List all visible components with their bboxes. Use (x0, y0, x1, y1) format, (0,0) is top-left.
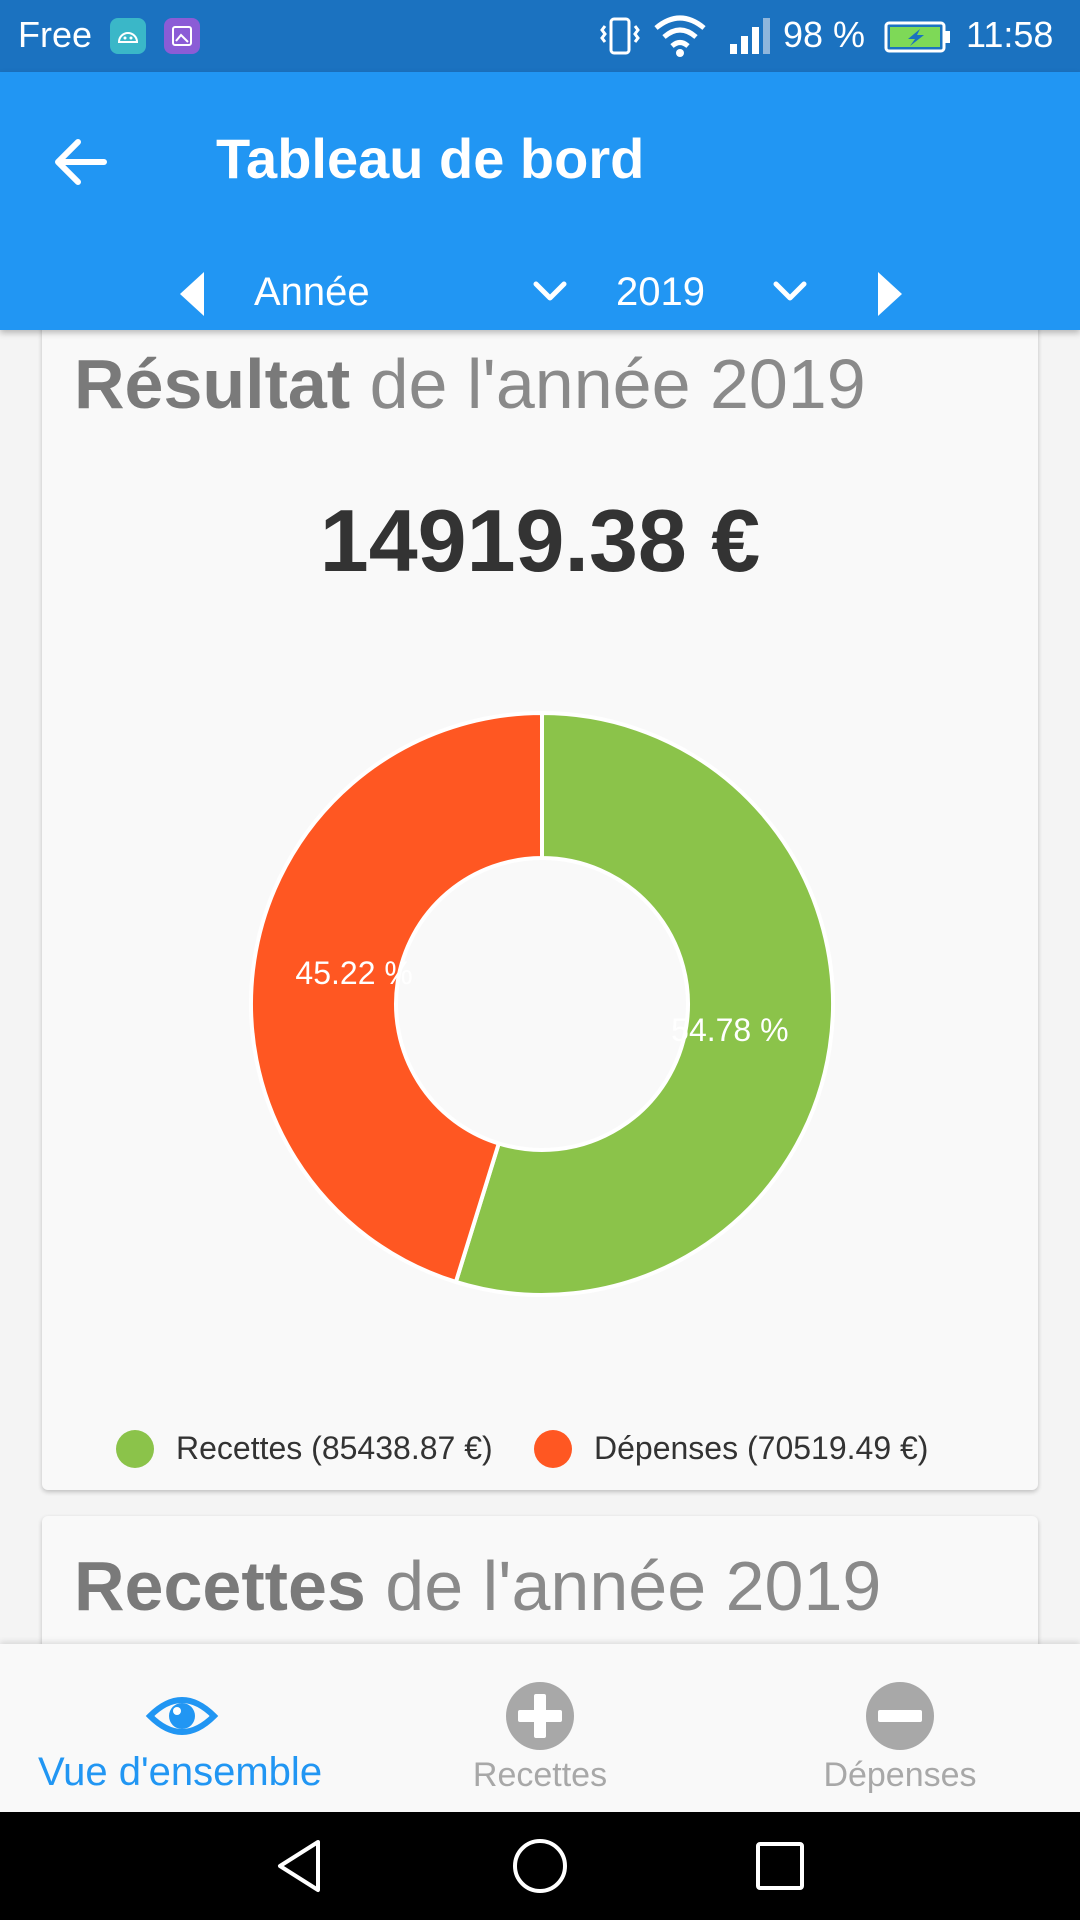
signal-icon (730, 18, 770, 54)
period-filter-row: Année 2019 (0, 262, 1080, 330)
back-triangle-icon[interactable] (270, 1836, 330, 1896)
tab-label: Vue d'ensemble (37, 1750, 323, 1794)
tab-recettes[interactable]: Recettes (360, 1644, 720, 1812)
clock: 11:58 (966, 14, 1054, 55)
recettes-card-title: Recettes de l'année 2019 (74, 1546, 881, 1626)
status-bar: Free 98 % 11:58 (0, 0, 1080, 72)
result-card-title: Résultat de l'année 2019 (74, 344, 866, 424)
period-type-dropdown[interactable]: Année (254, 262, 574, 326)
legend-label-recettes: Recettes (85438.87 €) (176, 1430, 493, 1466)
app-bar: Tableau de bord Année 2019 (0, 72, 1080, 330)
chevron-down-icon (773, 281, 807, 301)
page-title: Tableau de bord (216, 127, 645, 190)
vibrate-icon (600, 17, 640, 55)
carrier-name: Free (18, 14, 93, 55)
period-type-value: Année (254, 270, 370, 314)
year-dropdown[interactable]: 2019 (614, 262, 814, 326)
legend-label-depenses: Dépenses (70519.49 €) (594, 1430, 929, 1466)
tab-vue-ensemble[interactable]: Vue d'ensemble (0, 1644, 360, 1812)
result-title-bold: Résultat (74, 345, 351, 423)
caret-left-icon[interactable] (172, 264, 212, 324)
result-card: Résultat de l'année 2019 14919.38 € 54.7… (42, 320, 1038, 1490)
plus-circle-icon (506, 1682, 574, 1750)
tab-label: Recettes (472, 1756, 608, 1794)
battery-percent: 98 % (783, 14, 866, 55)
tab-label: Dépenses (823, 1756, 977, 1794)
recettes-title-rest: de l'année 2019 (365, 1547, 882, 1625)
slice-label-recettes: 54.78 % (671, 1012, 788, 1048)
gallery-notification-icon (164, 18, 200, 54)
recents-square-icon[interactable] (750, 1836, 810, 1896)
result-amount: 14919.38 € (319, 491, 761, 590)
tab-depenses[interactable]: Dépenses (720, 1644, 1080, 1812)
wifi-icon (654, 15, 706, 57)
slice-label-dpenses: 45.22 % (295, 955, 412, 991)
system-navigation-bar (0, 1812, 1080, 1920)
bottom-navigation: Vue d'ensemble Recettes Dépenses (0, 1644, 1080, 1812)
home-circle-icon[interactable] (510, 1836, 570, 1896)
recettes-title-bold: Recettes (74, 1547, 366, 1625)
donut-chart: 54.78 % 45.22 % (249, 710, 835, 1297)
chevron-down-icon (533, 281, 567, 301)
legend-dot-depenses (534, 1430, 572, 1468)
year-value: 2019 (616, 270, 705, 314)
eye-icon (145, 1697, 219, 1735)
result-title-rest: de l'année 2019 (350, 345, 866, 423)
battery-charging-icon (884, 21, 950, 53)
donut-slice-recettes[interactable] (453, 710, 835, 1297)
android-debug-icon (110, 18, 146, 54)
caret-right-icon[interactable] (870, 264, 910, 324)
minus-circle-icon (866, 1682, 934, 1750)
donut-slice-dpenses[interactable] (249, 710, 544, 1285)
arrow-back-icon[interactable] (44, 122, 124, 202)
legend-dot-recettes (116, 1430, 154, 1468)
